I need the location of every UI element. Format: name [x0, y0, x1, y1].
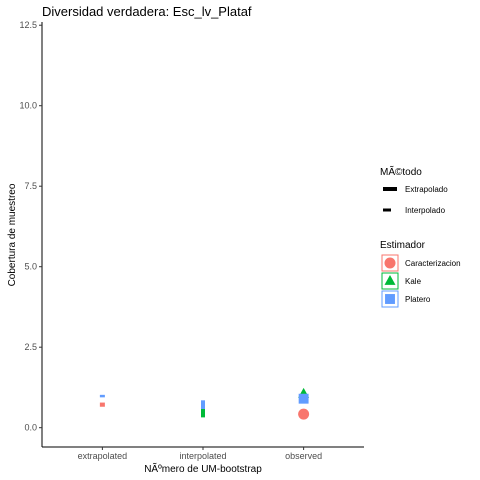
x-axis: extrapolated interpolated observed — [42, 446, 364, 461]
chart-title: Diversidad verdadera: Esc_lv_Plataf — [42, 4, 252, 19]
legend-estimator-label: Platero — [405, 295, 431, 304]
segment-kale-interpolated — [201, 409, 205, 418]
legend-estimator-key — [384, 257, 396, 269]
legend-estimator-key — [385, 294, 395, 304]
y-tick-label: 10.0 — [19, 101, 37, 111]
x-axis-label: NÃºmero de UM-bootstrap — [144, 462, 262, 475]
point-platero-observed — [298, 393, 309, 404]
y-tick-label: 12.5 — [19, 20, 37, 30]
legend-method-label: Interpolado — [405, 206, 446, 215]
y-tick-label: 0.0 — [24, 423, 37, 433]
y-axis-label: Cobertura de muestreo — [7, 183, 18, 286]
segment-platero-interpolated — [201, 400, 205, 410]
legend-estimator-box — [381, 272, 399, 290]
legend-method-title: MÃ©todo — [380, 165, 422, 178]
legend-estimator-label: Caracterizacion — [405, 259, 461, 268]
x-tick-label: interpolated — [179, 451, 226, 461]
legend-estimator-key — [384, 274, 396, 285]
point-caracterizacion-observed — [298, 408, 310, 420]
segment-platero-extrapolated — [99, 394, 105, 398]
x-tick-label: observed — [285, 451, 322, 461]
legend-method-label: Extrapolado — [405, 185, 448, 194]
legend-estimator-box — [381, 290, 399, 308]
plot-area — [99, 387, 310, 420]
segment-caracterizacion-extrapolated — [99, 402, 105, 407]
legend-estimator-box — [381, 254, 399, 272]
legend-estimator-title: Estimador — [380, 240, 426, 251]
x-tick-label: extrapolated — [78, 451, 128, 461]
y-tick-label: 5.0 — [24, 262, 37, 272]
legend: MÃ©todo Extrapolado Interpolado Estimador Ca… — [380, 165, 461, 308]
y-tick-label: 7.5 — [24, 181, 37, 191]
legend-estimator-label: Kale — [405, 277, 422, 286]
y-tick-label: 2.5 — [24, 342, 37, 352]
y-axis: 0.0 2.5 5.0 7.5 10.0 12.5 — [19, 20, 43, 447]
